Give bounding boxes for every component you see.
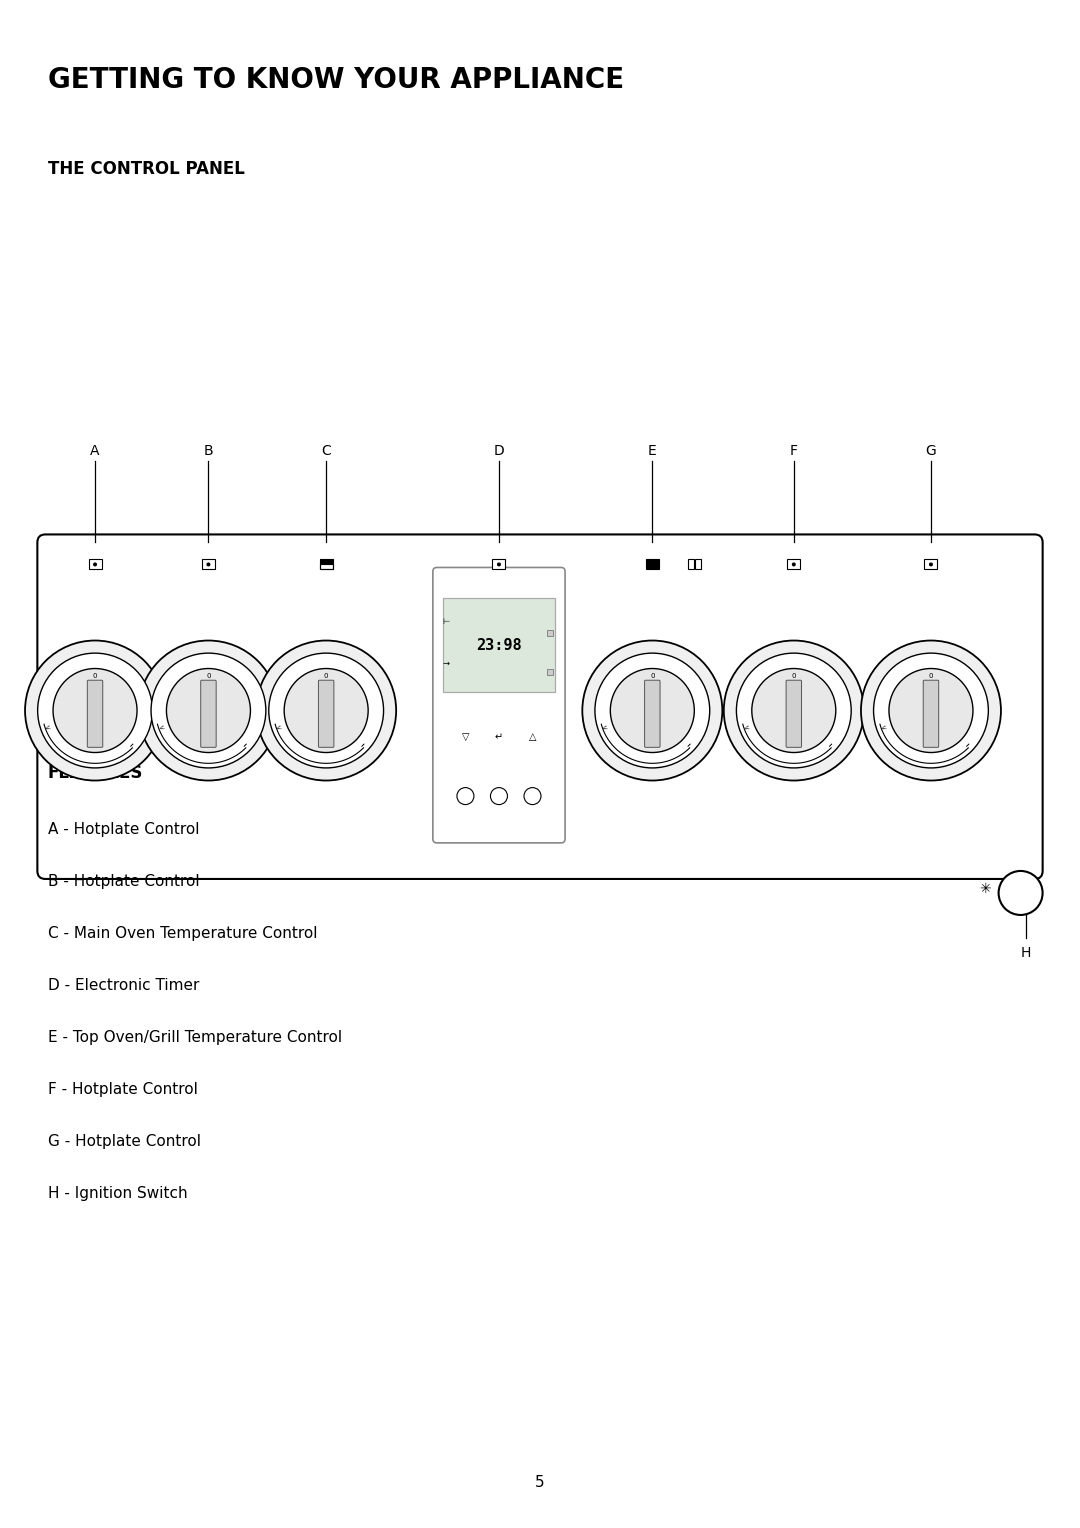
Text: B: B xyxy=(204,445,213,458)
Text: F: F xyxy=(789,445,798,458)
Text: 0: 0 xyxy=(93,672,97,678)
Circle shape xyxy=(38,652,152,769)
Circle shape xyxy=(595,652,710,769)
Text: D: D xyxy=(494,445,504,458)
Text: A: A xyxy=(91,445,99,458)
Text: D - Electronic Timer: D - Electronic Timer xyxy=(48,978,199,993)
Bar xyxy=(924,559,937,570)
Circle shape xyxy=(138,640,279,781)
Text: 0: 0 xyxy=(650,672,654,678)
Text: ▽: ▽ xyxy=(461,732,469,743)
Circle shape xyxy=(25,640,165,781)
Bar xyxy=(646,559,659,570)
Circle shape xyxy=(930,564,932,565)
Text: GETTING TO KNOW YOUR APPLIANCE: GETTING TO KNOW YOUR APPLIANCE xyxy=(48,66,623,93)
Bar xyxy=(492,559,505,570)
Text: <: < xyxy=(880,724,888,732)
Circle shape xyxy=(724,640,864,781)
Circle shape xyxy=(207,564,210,565)
Text: C - Main Oven Temperature Control: C - Main Oven Temperature Control xyxy=(48,926,318,941)
Text: 0: 0 xyxy=(206,672,211,678)
FancyBboxPatch shape xyxy=(87,680,103,747)
Text: F - Hotplate Control: F - Hotplate Control xyxy=(48,1082,198,1097)
Circle shape xyxy=(752,669,836,752)
Bar xyxy=(320,559,333,570)
Text: E - Top Oven/Grill Temperature Control: E - Top Oven/Grill Temperature Control xyxy=(48,1030,341,1045)
Circle shape xyxy=(861,640,1001,781)
Text: <: < xyxy=(602,724,609,732)
Text: <: < xyxy=(44,724,52,732)
Text: B - Hotplate Control: B - Hotplate Control xyxy=(48,874,199,889)
FancyBboxPatch shape xyxy=(38,535,1042,879)
Text: 0: 0 xyxy=(792,672,796,678)
Text: △: △ xyxy=(529,732,537,743)
Text: G: G xyxy=(926,445,936,458)
Text: 23:98: 23:98 xyxy=(476,637,522,652)
Text: <: < xyxy=(743,724,751,732)
Text: A - Hotplate Control: A - Hotplate Control xyxy=(48,822,199,837)
Text: FEATURES: FEATURES xyxy=(48,764,143,782)
FancyBboxPatch shape xyxy=(786,680,801,747)
Circle shape xyxy=(256,640,396,781)
Text: 0: 0 xyxy=(324,672,328,678)
Text: ⊢: ⊢ xyxy=(442,617,449,626)
Text: E: E xyxy=(648,445,657,458)
Circle shape xyxy=(53,669,137,752)
Circle shape xyxy=(284,669,368,752)
Bar xyxy=(548,630,553,636)
Text: <: < xyxy=(158,724,165,732)
Circle shape xyxy=(94,564,96,565)
Bar xyxy=(696,559,701,570)
Circle shape xyxy=(457,787,474,805)
Bar xyxy=(787,559,800,570)
Circle shape xyxy=(151,652,266,769)
Circle shape xyxy=(582,640,723,781)
FancyBboxPatch shape xyxy=(923,680,939,747)
Circle shape xyxy=(490,787,508,805)
Text: 5: 5 xyxy=(536,1475,544,1490)
Bar xyxy=(688,559,693,570)
Circle shape xyxy=(793,564,795,565)
Text: ✳: ✳ xyxy=(978,882,990,895)
Bar xyxy=(89,559,102,570)
Circle shape xyxy=(610,669,694,752)
Text: H - Ignition Switch: H - Ignition Switch xyxy=(48,1186,187,1201)
Bar xyxy=(443,599,555,692)
Bar xyxy=(202,559,215,570)
Circle shape xyxy=(269,652,383,769)
FancyBboxPatch shape xyxy=(433,567,565,843)
Circle shape xyxy=(889,669,973,752)
Bar xyxy=(320,559,333,564)
Text: C: C xyxy=(321,445,332,458)
Text: →: → xyxy=(443,659,449,668)
Text: ↵: ↵ xyxy=(495,732,503,743)
FancyBboxPatch shape xyxy=(319,680,334,747)
Bar xyxy=(320,564,333,570)
Text: <: < xyxy=(275,724,283,732)
Text: H: H xyxy=(1021,946,1030,960)
Circle shape xyxy=(524,787,541,805)
Text: 0: 0 xyxy=(929,672,933,678)
FancyBboxPatch shape xyxy=(645,680,660,747)
Circle shape xyxy=(999,871,1042,915)
Circle shape xyxy=(874,652,988,769)
Circle shape xyxy=(737,652,851,769)
Text: G - Hotplate Control: G - Hotplate Control xyxy=(48,1134,201,1149)
Text: THE CONTROL PANEL: THE CONTROL PANEL xyxy=(48,160,244,179)
Circle shape xyxy=(498,564,500,565)
Bar xyxy=(548,669,553,675)
Circle shape xyxy=(166,669,251,752)
FancyBboxPatch shape xyxy=(201,680,216,747)
